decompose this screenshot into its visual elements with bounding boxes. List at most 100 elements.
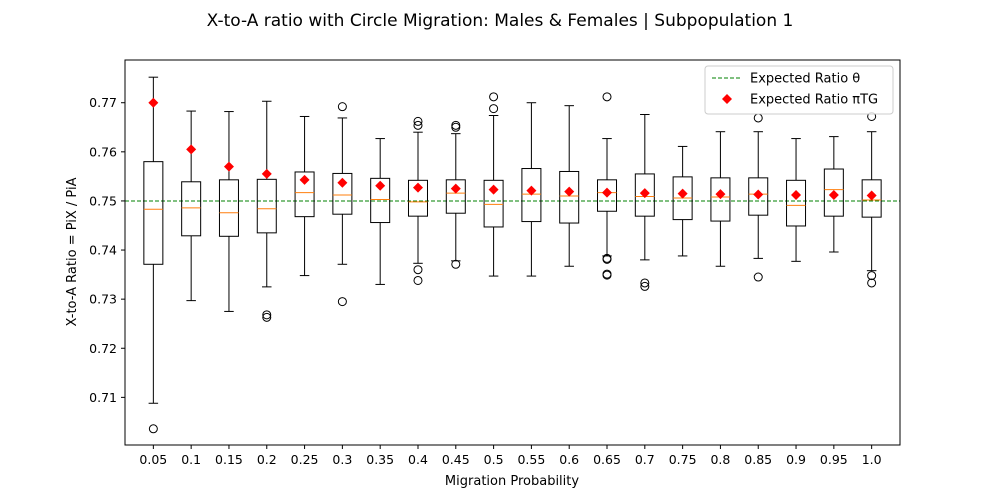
legend-pitg-swatch <box>722 94 732 104</box>
y-tick-label: 0.73 <box>89 292 117 307</box>
expected-pitg-marker <box>753 189 764 200</box>
expected-pitg-marker <box>715 189 726 200</box>
expected-pitg-marker <box>223 161 234 172</box>
expected-pitg-marker <box>261 168 272 179</box>
expected-pitg-marker <box>564 186 575 197</box>
flier-point <box>413 116 423 126</box>
box-iqr <box>483 179 504 228</box>
expected-pitg-marker <box>450 183 461 194</box>
flier-point <box>602 270 612 280</box>
expected-pitg-marker <box>677 188 688 199</box>
box-0.4 <box>407 116 428 285</box>
boxes-layer <box>143 76 882 434</box>
x-tick-label: 1.0 <box>862 452 882 467</box>
x-tick-label: 0.3 <box>332 452 352 467</box>
y-tick-label: 0.75 <box>89 193 117 208</box>
legend-frame <box>704 65 894 115</box>
flier-point <box>148 424 158 434</box>
box-iqr <box>521 168 542 223</box>
box-iqr <box>559 170 580 224</box>
legend-pitg-label: Expected Ratio πTG <box>750 93 878 108</box>
flier-point <box>753 272 763 282</box>
expected-pitg-marker <box>186 144 197 155</box>
flier-point <box>489 104 499 114</box>
flier-point <box>413 265 423 275</box>
flier-point <box>602 254 612 264</box>
flier-point <box>413 120 423 130</box>
expected-pitg-marker <box>639 188 650 199</box>
expected-pitg-marker <box>148 97 159 108</box>
plot-frame <box>124 59 901 446</box>
box-0.25 <box>294 115 315 277</box>
box-iqr <box>597 179 618 212</box>
box-0.05 <box>143 76 164 434</box>
expected-pitg-marker <box>526 185 537 196</box>
flier-point <box>413 275 423 285</box>
box-0.65 <box>597 92 618 280</box>
expected-pitg-marker <box>791 190 802 201</box>
x-tick-label: 0.15 <box>215 452 243 467</box>
x-tick-label: 0.8 <box>710 452 730 467</box>
legend-theta-label: Expected Ratio θ <box>750 72 860 87</box>
x-tick-label: 0.95 <box>820 452 848 467</box>
flier-point <box>867 271 877 281</box>
x-axis-label: Migration Probability <box>445 474 579 489</box>
expected-pitg-marker <box>828 190 839 201</box>
x-tick-label: 0.05 <box>139 452 167 467</box>
x-tick-label: 0.65 <box>593 452 621 467</box>
flier-point <box>337 297 347 307</box>
box-iqr <box>332 172 353 215</box>
x-tick-label: 0.4 <box>408 452 428 467</box>
box-0.1 <box>181 110 202 302</box>
flier-point <box>489 92 499 102</box>
box-0.2 <box>256 100 277 322</box>
box-iqr <box>634 173 655 217</box>
legend: Expected Ratio θ Expected Ratio πTG <box>704 65 894 115</box>
expected-pitg-marker <box>488 184 499 195</box>
y-tick-label: 0.76 <box>89 144 117 159</box>
box-0.95 <box>823 136 844 253</box>
y-axis-label: X-to-A Ratio = PiX / PiA <box>65 177 80 326</box>
flier-point <box>337 102 347 112</box>
chart-title: X-to-A ratio with Circle Migration: Male… <box>207 11 794 31</box>
x-tick-label: 0.45 <box>442 452 470 467</box>
y-tick-label: 0.71 <box>89 390 117 405</box>
box-0.15 <box>218 111 239 312</box>
box-iqr <box>294 171 315 218</box>
x-axis: 0.05 0.1 0.15 0.2 0.25 0.3 0.35 0.4 0.45 0.5 0.55 0… <box>139 445 882 467</box>
x-tick-label: 0.6 <box>559 452 579 467</box>
box-0.5 <box>483 92 504 277</box>
y-tick-label: 0.74 <box>89 243 117 258</box>
expected-pitg-marker <box>602 187 613 198</box>
expected-markers-layer <box>148 97 877 201</box>
box-0.7 <box>634 114 655 291</box>
flier-point <box>640 281 650 291</box>
x-tick-label: 0.55 <box>517 452 545 467</box>
box-0.9 <box>786 138 807 262</box>
flier-point <box>640 278 650 288</box>
expected-pitg-marker <box>299 174 310 185</box>
expected-pitg-marker <box>375 180 386 191</box>
box-iqr <box>407 179 428 217</box>
flier-point <box>753 113 763 123</box>
x-tick-label: 0.2 <box>257 452 277 467</box>
box-iqr <box>181 181 202 237</box>
y-tick-label: 0.72 <box>89 341 117 356</box>
flier-point <box>602 92 612 102</box>
flier-point <box>451 122 461 132</box>
box-iqr <box>861 179 882 218</box>
x-tick-label: 0.85 <box>744 452 772 467</box>
box-0.35 <box>370 138 391 285</box>
box-0.3 <box>332 102 353 307</box>
flier-point <box>262 310 272 320</box>
box-iqr <box>710 177 731 222</box>
box-iqr <box>370 177 391 224</box>
box-0.6 <box>559 105 580 267</box>
box-iqr <box>748 177 769 216</box>
flier-point <box>867 278 877 288</box>
y-axis: 0.71 0.72 0.73 0.74 0.75 0.76 0.77 <box>89 95 125 405</box>
box-iqr <box>218 179 239 237</box>
expected-pitg-marker <box>412 182 423 193</box>
x-tick-label: 0.25 <box>291 452 319 467</box>
